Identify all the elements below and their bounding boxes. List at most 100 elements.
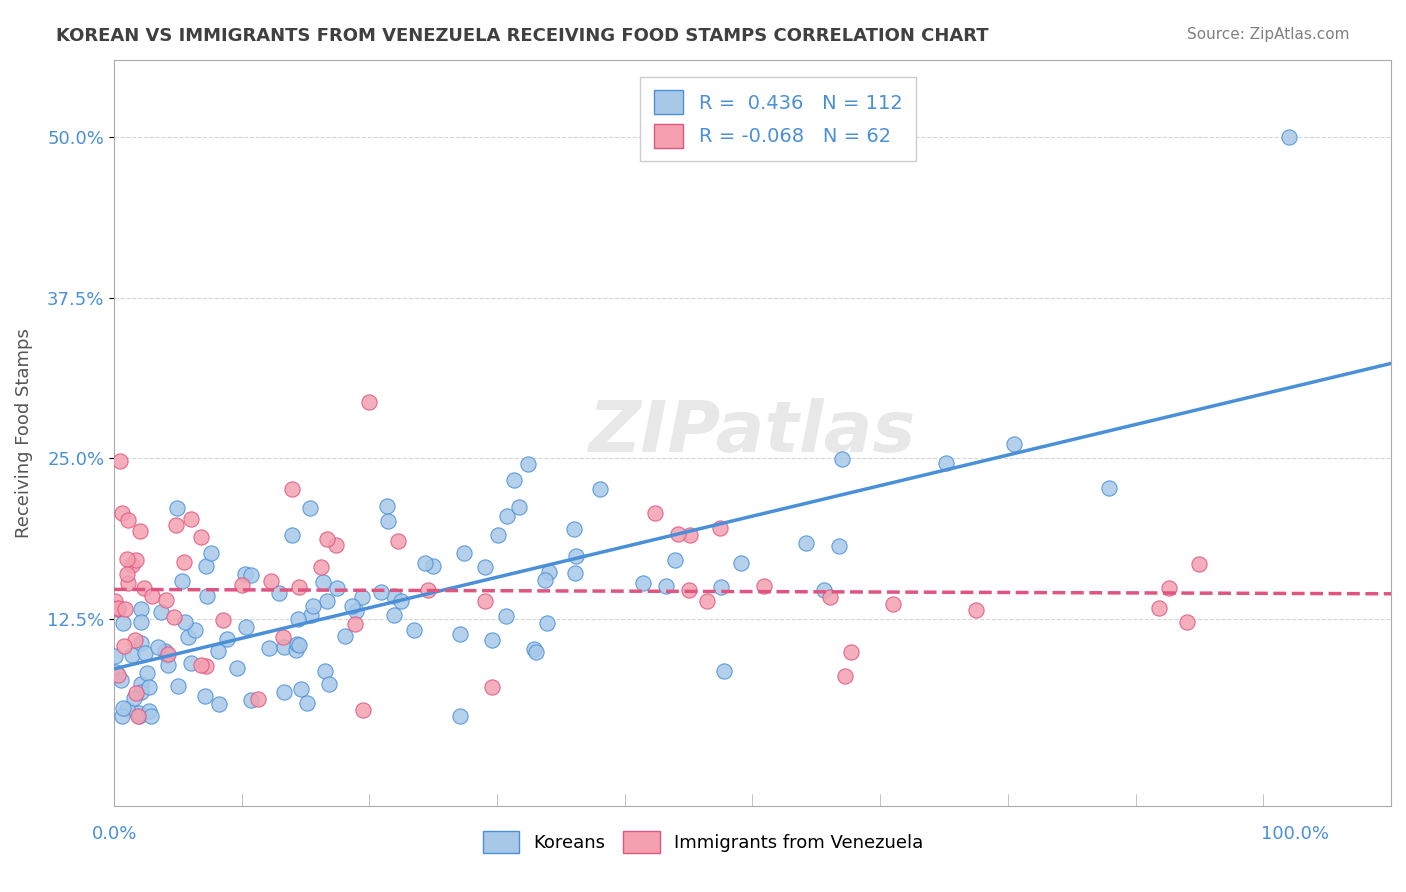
Point xyxy=(495,608,517,623)
Point xyxy=(136,665,159,680)
Point xyxy=(163,610,186,624)
Point xyxy=(678,582,700,597)
Point xyxy=(352,703,374,717)
Point xyxy=(260,574,283,588)
Point xyxy=(965,603,987,617)
Point xyxy=(117,575,139,590)
Point xyxy=(128,706,150,721)
Point xyxy=(180,656,202,670)
Point xyxy=(1188,557,1211,571)
Point xyxy=(1175,615,1198,629)
Point xyxy=(184,623,207,637)
Point xyxy=(170,574,193,588)
Point xyxy=(195,589,218,603)
Point xyxy=(156,648,179,663)
Point xyxy=(122,691,145,706)
Point xyxy=(589,483,612,497)
Point xyxy=(382,589,405,603)
Point xyxy=(280,482,302,496)
Legend: Koreans, Immigrants from Venezuela: Koreans, Immigrants from Venezuela xyxy=(475,824,931,861)
Point xyxy=(631,575,654,590)
Point xyxy=(121,558,143,573)
Point xyxy=(166,500,188,515)
Point xyxy=(134,582,156,596)
Point xyxy=(146,640,169,654)
Point xyxy=(177,631,200,645)
Point xyxy=(710,580,733,594)
Text: 0.0%: 0.0% xyxy=(91,825,136,843)
Text: ZIPatlas: ZIPatlas xyxy=(589,398,917,467)
Point xyxy=(1002,437,1025,451)
Text: KOREAN VS IMMIGRANTS FROM VENEZUELA RECEIVING FOOD STAMPS CORRELATION CHART: KOREAN VS IMMIGRANTS FROM VENEZUELA RECE… xyxy=(56,27,988,45)
Point xyxy=(128,708,150,723)
Point xyxy=(834,668,856,682)
Point xyxy=(839,645,862,659)
Point xyxy=(240,567,263,582)
Point xyxy=(207,644,229,658)
Point xyxy=(215,632,238,646)
Point xyxy=(138,680,160,694)
Point xyxy=(402,623,425,637)
Point xyxy=(326,582,349,596)
Point xyxy=(375,500,398,514)
Point xyxy=(165,518,187,533)
Point xyxy=(173,615,195,629)
Point xyxy=(107,601,129,615)
Point xyxy=(713,664,735,678)
Point xyxy=(111,507,134,521)
Point xyxy=(935,456,957,470)
Point xyxy=(522,642,544,657)
Point xyxy=(287,612,309,626)
Point xyxy=(314,665,336,679)
Point xyxy=(537,566,560,580)
Point xyxy=(239,693,262,707)
Point xyxy=(212,614,235,628)
Point xyxy=(794,536,817,550)
Y-axis label: Receiving Food Stamps: Receiving Food Stamps xyxy=(15,327,32,538)
Point xyxy=(828,539,851,553)
Point xyxy=(246,691,269,706)
Point xyxy=(129,615,152,629)
Point xyxy=(194,658,217,673)
Point xyxy=(288,639,311,653)
Point xyxy=(474,560,496,574)
Point xyxy=(129,636,152,650)
Point xyxy=(129,601,152,615)
Point xyxy=(225,661,247,675)
Point xyxy=(318,677,340,691)
Point xyxy=(134,646,156,660)
Point xyxy=(157,647,180,661)
Point xyxy=(422,558,444,573)
Point xyxy=(316,594,339,608)
Point xyxy=(350,590,373,604)
Text: Source: ZipAtlas.com: Source: ZipAtlas.com xyxy=(1187,27,1350,42)
Point xyxy=(110,673,132,687)
Point xyxy=(882,597,904,611)
Point xyxy=(564,566,586,580)
Point xyxy=(524,645,547,659)
Point xyxy=(818,590,841,604)
Point xyxy=(124,632,146,647)
Point xyxy=(340,599,363,614)
Point xyxy=(413,556,436,570)
Point xyxy=(190,530,212,544)
Point xyxy=(481,680,503,694)
Point xyxy=(273,684,295,698)
Point xyxy=(208,697,231,711)
Point xyxy=(831,451,853,466)
Point xyxy=(1159,581,1181,595)
Point xyxy=(150,606,173,620)
Point xyxy=(679,528,702,542)
Point xyxy=(696,594,718,608)
Point xyxy=(129,685,152,699)
Point xyxy=(644,506,666,520)
Point xyxy=(382,607,405,622)
Point xyxy=(752,579,775,593)
Point xyxy=(370,585,392,599)
Point xyxy=(200,546,222,560)
Point xyxy=(104,594,127,608)
Point xyxy=(508,500,530,514)
Point xyxy=(138,704,160,718)
Point xyxy=(730,556,752,570)
Point xyxy=(139,708,162,723)
